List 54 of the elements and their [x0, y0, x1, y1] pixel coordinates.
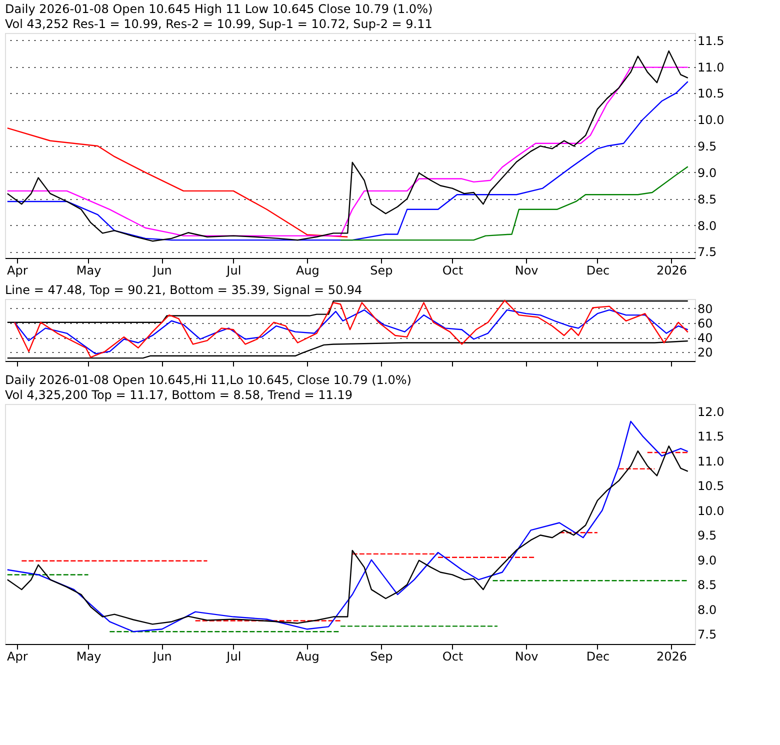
x-tick-label: 2026: [656, 650, 687, 664]
x-tick-label: Jul: [226, 650, 242, 664]
y-tick-label: 10.0: [698, 113, 724, 128]
x-tick-label: Jun: [152, 264, 172, 278]
x-tick-label: Aug: [296, 264, 320, 278]
y-tick-label: 60: [698, 316, 713, 331]
chart-title: Daily 2026-01-08 Open 10.645 High 11 Low 10.645 Close 10.79 (1.0%): [5, 2, 433, 16]
y-tick-label: 8.0: [698, 218, 717, 233]
y-tick-label: 8.5: [698, 578, 717, 592]
y-tick-label: 80: [698, 302, 713, 316]
y-tick-label: 7.5: [698, 245, 717, 260]
x-tick-label: Sep: [370, 264, 393, 278]
x-tick-label: Apr: [7, 264, 28, 278]
chart-subtitle: Vol 43,252 Res-1 = 10.99, Res-2 = 10.99, Sup-1 = 10.72, Sup-2 = 9.11: [5, 17, 432, 31]
y-tick-label: 7.5: [698, 628, 717, 642]
y-tick-label: 12.0: [698, 404, 724, 419]
x-tick-label: Nov: [514, 650, 538, 664]
y-tick-label: 10.5: [698, 479, 724, 494]
x-tick-label: Jul: [226, 264, 242, 278]
line-series: [14, 309, 688, 354]
y-tick-label: 9.5: [698, 140, 717, 154]
y-tick-label: 11.0: [698, 60, 724, 74]
x-tick-label: May: [76, 264, 102, 278]
y-tick-label: 11.0: [698, 454, 724, 468]
x-tick-label: Sep: [370, 650, 393, 664]
x-tick-label: Nov: [514, 264, 538, 278]
line-series: [6, 127, 348, 238]
x-tick-label: Dec: [586, 650, 610, 664]
x-tick-label: Jun: [152, 650, 172, 664]
y-tick-label: 11.5: [698, 34, 724, 48]
line-series: [6, 420, 688, 632]
y-tick-label: 10.0: [698, 504, 724, 518]
chart-subtitle: Vol 4,325,200 Top = 11.17, Bottom = 8.58, Trend = 11.19: [5, 388, 352, 402]
y-tick-label: 9.0: [698, 553, 717, 568]
chart-title: Line = 47.48, Top = 90.21, Bottom = 35.39, Signal = 50.94: [5, 283, 362, 297]
line-series: [6, 445, 688, 625]
y-tick-label: 9.5: [698, 528, 717, 543]
y-tick-label: 8.0: [698, 602, 717, 617]
y-tick-label: 20: [698, 346, 713, 360]
x-tick-label: Oct: [442, 650, 464, 664]
y-tick-label: 11.5: [698, 430, 724, 444]
y-tick-label: 10.5: [698, 86, 724, 101]
line-series: [340, 166, 688, 241]
x-tick-label: May: [76, 650, 102, 664]
y-tick-label: 40: [698, 331, 713, 346]
y-tick-label: 8.5: [698, 192, 717, 206]
x-tick-label: Oct: [442, 264, 464, 278]
x-tick-label: 2026: [656, 264, 687, 278]
x-tick-label: Apr: [7, 650, 28, 664]
x-tick-label: Aug: [296, 650, 320, 664]
y-tick-label: 9.0: [698, 166, 717, 180]
x-tick-label: Dec: [586, 264, 610, 278]
line-series: [14, 300, 688, 358]
chart-title: Daily 2026-01-08 Open 10.645,Hi 11,Lo 10.645, Close 10.79 (1.0%): [5, 373, 412, 387]
